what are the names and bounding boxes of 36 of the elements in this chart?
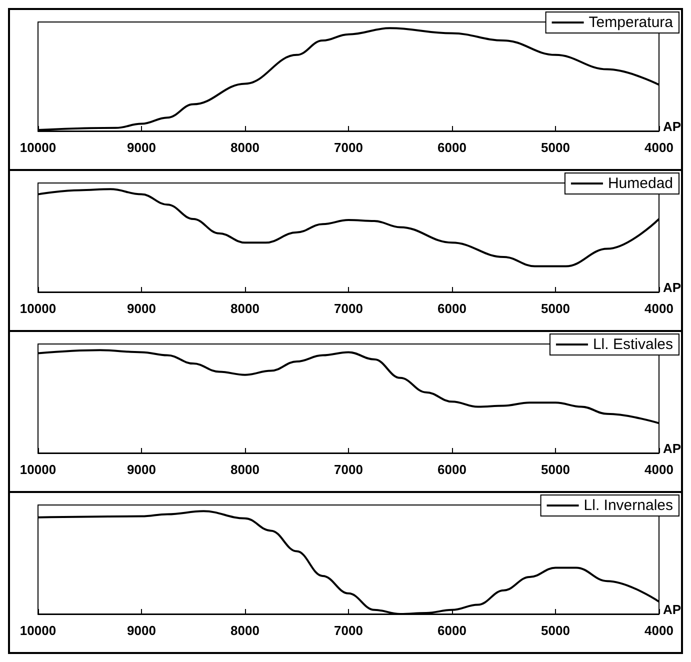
x-tick-label: 7000	[334, 301, 363, 316]
x-tick-label: 4000	[644, 301, 674, 316]
x-tick-label: 7000	[334, 140, 363, 155]
x-tick-label: 9000	[127, 140, 156, 155]
x-tick-label: 4000	[644, 140, 674, 155]
x-tick-label: 9000	[127, 462, 156, 477]
x-tick-label: 6000	[438, 301, 466, 316]
legend-label: Ll. Estivales	[592, 336, 674, 353]
x-tick-label: 4000	[644, 623, 674, 638]
x-tick-label: 5000	[541, 140, 570, 155]
legend-label: Humedad	[608, 175, 674, 192]
x-tick-label: 6000	[438, 462, 466, 477]
x-tick-label: 7000	[334, 462, 363, 477]
x-tick-label: 6000	[438, 140, 466, 155]
x-tick-label: 10000	[20, 623, 56, 638]
text: AP	[662, 280, 682, 295]
legend-label: Ll. Invernales	[584, 497, 673, 514]
x-tick-label: 8000	[230, 140, 260, 155]
x-tick-label: 8000	[230, 462, 260, 477]
x-tick-label: 7000	[334, 623, 363, 638]
x-tick-label: 5000	[541, 623, 570, 638]
x-tick-label: 5000	[541, 462, 570, 477]
text: AP	[662, 119, 682, 134]
x-tick-label: 4000	[644, 462, 674, 477]
x-tick-label: 6000	[438, 623, 466, 638]
x-tick-label: 9000	[127, 623, 156, 638]
x-tick-label: 10000	[20, 462, 56, 477]
text: AP	[662, 441, 682, 456]
x-tick-label: 10000	[20, 140, 56, 155]
x-tick-label: 8000	[230, 623, 260, 638]
x-tick-label: 5000	[541, 301, 570, 316]
legend-label: Temperatura	[588, 14, 674, 31]
x-tick-label: 9000	[127, 301, 156, 316]
x-tick-label: 8000	[230, 301, 260, 316]
text: AP	[662, 602, 682, 617]
x-tick-label: 10000	[20, 301, 56, 316]
